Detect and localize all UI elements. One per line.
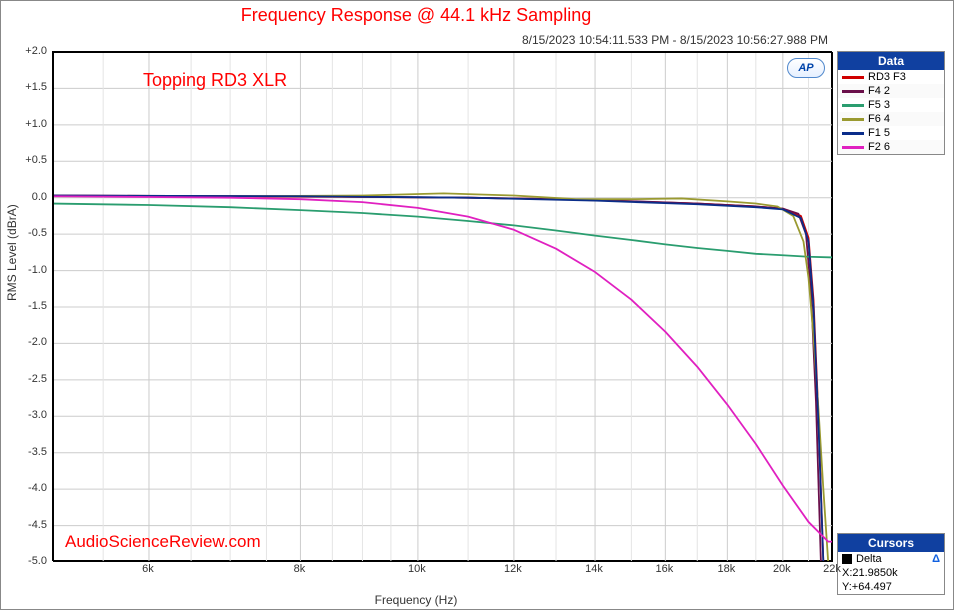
y-axis-label: RMS Level (dBrA)	[5, 204, 19, 301]
x-axis-label: Frequency (Hz)	[1, 593, 831, 607]
legend-swatch-icon	[842, 118, 864, 121]
plot-area: Topping RD3 XLR AudioScienceReview.com A…	[52, 51, 832, 561]
y-tick-label: -5.0	[3, 555, 47, 567]
chart-container: Frequency Response @ 44.1 kHz Sampling 8…	[0, 0, 954, 610]
legend-title: Data	[838, 52, 944, 70]
y-tick-label: -2.5	[3, 373, 47, 385]
legend-item[interactable]: F1 5	[838, 126, 944, 140]
cursors-panel: Cursors Delta Δ X:21.9850k Y:+64.497	[837, 533, 945, 595]
cursor-square-icon	[842, 554, 852, 564]
cursors-body: Delta Δ X:21.9850k Y:+64.497	[838, 552, 944, 594]
cursor-label: Delta	[856, 553, 882, 565]
legend-swatch-icon	[842, 104, 864, 107]
y-tick-label: -3.5	[3, 446, 47, 458]
y-tick-label: +2.0	[3, 45, 47, 57]
legend-swatch-icon	[842, 90, 864, 93]
legend-swatch-icon	[842, 146, 864, 149]
legend-item-label: F4 2	[868, 85, 890, 97]
x-tick-label: 14k	[585, 563, 603, 575]
legend-item-label: F2 6	[868, 141, 890, 153]
x-tick-label: 18k	[717, 563, 735, 575]
legend-swatch-icon	[842, 132, 864, 135]
plot-svg	[53, 52, 833, 562]
cursor-row: Y:+64.497	[838, 580, 944, 594]
timestamp-label: 8/15/2023 10:54:11.533 PM - 8/15/2023 10…	[522, 33, 828, 47]
x-tick-label: 16k	[655, 563, 673, 575]
series-annotation: Topping RD3 XLR	[143, 70, 287, 91]
legend-item-label: F1 5	[868, 127, 890, 139]
y-tick-label: -4.5	[3, 519, 47, 531]
legend-item[interactable]: RD3 F3	[838, 70, 944, 84]
delta-icon: Δ	[932, 553, 940, 565]
legend-panel: Data RD3 F3 F4 2 F5 3 F6 4 F1 5 F2 6	[837, 51, 945, 155]
y-tick-label: +1.0	[3, 118, 47, 130]
y-tick-label: -2.0	[3, 336, 47, 348]
cursor-row: X:21.9850k	[838, 566, 944, 580]
y-tick-label: 0.0	[3, 191, 47, 203]
x-tick-label: 12k	[504, 563, 522, 575]
x-tick-label: 20k	[773, 563, 791, 575]
cursors-title: Cursors	[838, 534, 944, 552]
y-tick-label: -1.0	[3, 264, 47, 276]
y-tick-label: +1.5	[3, 81, 47, 93]
legend-item-label: F5 3	[868, 99, 890, 111]
legend-item[interactable]: F4 2	[838, 84, 944, 98]
ap-logo-icon: AP	[787, 58, 825, 78]
legend-item-label: RD3 F3	[868, 71, 906, 83]
legend-item-label: F6 4	[868, 113, 890, 125]
legend-item[interactable]: F6 4	[838, 112, 944, 126]
chart-title: Frequency Response @ 44.1 kHz Sampling	[1, 5, 831, 26]
x-tick-label: 22k	[823, 563, 841, 575]
legend-item[interactable]: F2 6	[838, 140, 944, 154]
cursor-value: Y:+64.497	[842, 581, 892, 593]
y-tick-label: +0.5	[3, 154, 47, 166]
y-tick-label: -4.0	[3, 482, 47, 494]
watermark-text: AudioScienceReview.com	[65, 532, 261, 552]
y-tick-label: -1.5	[3, 300, 47, 312]
cursor-row: Delta Δ	[838, 552, 944, 566]
cursor-value: X:21.9850k	[842, 567, 898, 579]
legend-swatch-icon	[842, 76, 864, 79]
y-tick-label: -0.5	[3, 227, 47, 239]
x-tick-label: 10k	[408, 563, 426, 575]
x-tick-label: 8k	[294, 563, 306, 575]
y-tick-label: -3.0	[3, 409, 47, 421]
x-tick-label: 6k	[142, 563, 154, 575]
legend-body: RD3 F3 F4 2 F5 3 F6 4 F1 5 F2 6	[838, 70, 944, 154]
legend-item[interactable]: F5 3	[838, 98, 944, 112]
